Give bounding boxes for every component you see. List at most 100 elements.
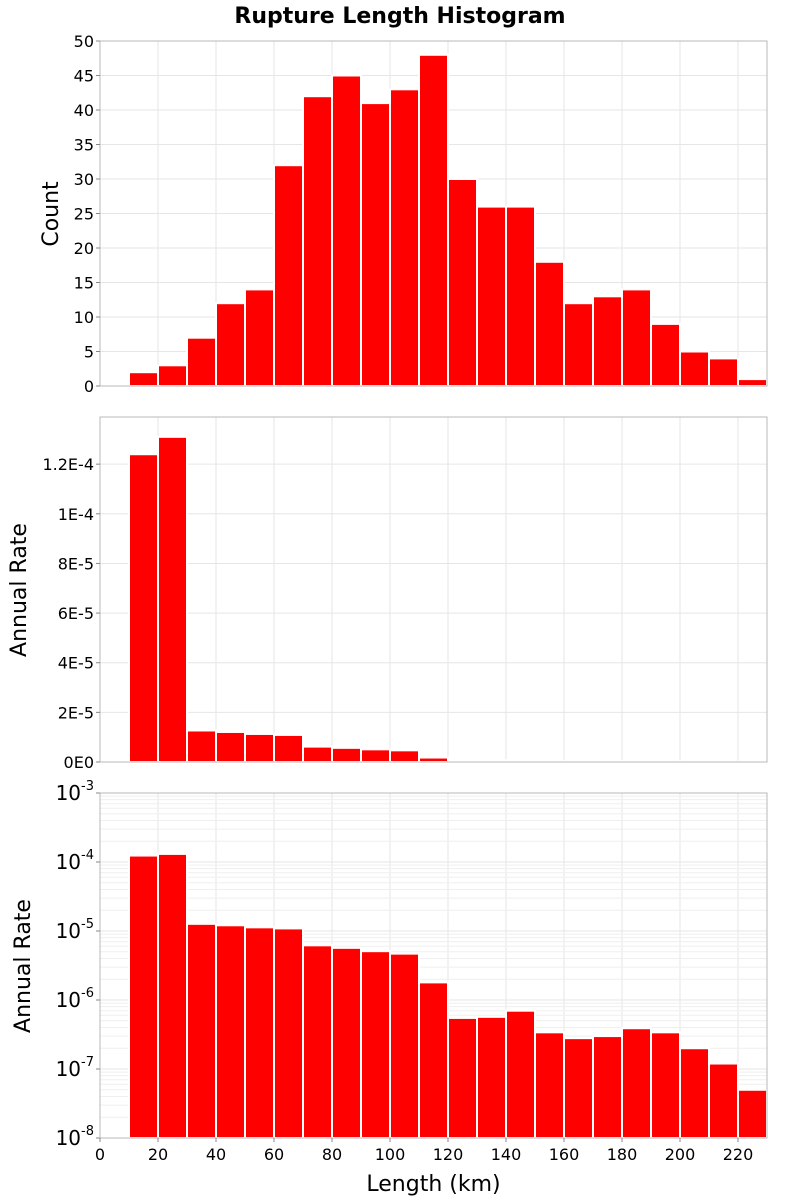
histogram-bar: [505, 205, 536, 387]
y-tick-label: 0: [84, 377, 94, 396]
y-tick-label: 4E-5: [58, 654, 94, 673]
y-tick-label: 1E-4: [58, 505, 94, 524]
x-tick-label: 120: [433, 1145, 464, 1164]
y-tick-label: 1.2E-4: [42, 455, 94, 474]
histogram-bar: [186, 922, 217, 1139]
y-tick-label: 25: [74, 205, 94, 224]
histogram-bar: [679, 350, 710, 387]
histogram-bar: [302, 944, 333, 1139]
y-tick-label: 5: [84, 343, 94, 362]
x-tick-label: 200: [665, 1145, 696, 1164]
histogram-bar: [505, 1009, 536, 1139]
y-tick-label: 20: [74, 239, 94, 258]
histogram-bar: [621, 288, 652, 387]
histogram-bar: [244, 732, 275, 764]
histogram-bar: [389, 749, 420, 764]
annual-rate-linear-panel: 0E0 2E-5 4E-5 6E-5 8E-5 1E-4 1.2E-4 Annual Rate: [7, 416, 768, 772]
y-tick-label: 50: [74, 32, 94, 51]
histogram-bar: [128, 854, 159, 1139]
histogram-bar: [650, 1031, 681, 1140]
y-tick-label: 10: [74, 308, 94, 327]
count-histogram-panel: 0 5 10 15 20 25 30 35 40 45 50 Count: [39, 32, 768, 396]
y-tick-label: 35: [74, 136, 94, 155]
y-tick-label: 0E0: [64, 753, 94, 772]
x-tick-label: 180: [607, 1145, 638, 1164]
histogram-bar: [331, 946, 362, 1139]
x-tick-label: 140: [491, 1145, 522, 1164]
plot-area: [100, 417, 767, 762]
y-tick-label: 10-3: [56, 779, 94, 805]
y-tick-label: 2E-5: [58, 703, 94, 722]
histogram-bar: [360, 950, 391, 1140]
y-axis-label: Annual Rate: [11, 899, 36, 1033]
histogram-bar: [302, 745, 333, 763]
histogram-bar: [389, 88, 420, 388]
plot-frame: [99, 792, 768, 1139]
histogram-bar: [273, 733, 304, 764]
histogram-bar: [621, 1027, 652, 1140]
histogram-bar: [360, 102, 391, 387]
histogram-bar: [186, 729, 217, 763]
histogram-bar: [186, 336, 217, 388]
x-tick-label: 220: [723, 1145, 754, 1164]
y-tick-label: 10-7: [56, 1055, 94, 1081]
histogram-bar: [128, 371, 159, 388]
histogram-bar: [476, 205, 507, 387]
y-tick-label: 6E-5: [58, 604, 94, 623]
x-tick-label: 0: [95, 1145, 105, 1164]
histogram-bar: [157, 364, 188, 387]
y-tick-label: 8E-5: [58, 554, 94, 573]
plot-frame: [99, 416, 768, 763]
x-axis-label: Length (km): [366, 1172, 500, 1197]
histogram-bar: [360, 748, 391, 764]
x-tick-label: 20: [148, 1145, 168, 1164]
y-tick-label: 10-5: [56, 917, 94, 943]
y-tick-label: 30: [74, 170, 94, 189]
x-tick-label: 160: [549, 1145, 580, 1164]
y-tick-label: 15: [74, 274, 94, 293]
histogram-bar: [157, 435, 188, 763]
histogram-bar: [244, 288, 275, 387]
histogram-bar: [331, 746, 362, 764]
histogram-bar: [302, 95, 333, 387]
histogram-bar: [157, 852, 188, 1139]
y-axis-label: Annual Rate: [7, 523, 32, 657]
x-tick-label: 40: [206, 1145, 226, 1164]
histogram-bar: [273, 927, 304, 1139]
histogram-bar: [128, 453, 159, 763]
histogram-bar: [737, 1088, 768, 1140]
histogram-bar: [534, 1031, 565, 1140]
annual-rate-log-panel: 10-8 10-7 10-6 10-5 10-4 10-3 Annual Rate 0 20 40…: [11, 779, 768, 1197]
histogram-bar: [273, 164, 304, 387]
y-tick-label: 40: [74, 101, 94, 120]
x-tick-label: 100: [375, 1145, 406, 1164]
x-tick-label: 80: [322, 1145, 342, 1164]
histogram-bar: [215, 302, 246, 388]
histogram-bar: [737, 378, 768, 388]
histogram-bar: [592, 295, 623, 387]
histogram-bar: [563, 302, 594, 388]
histogram-bar: [418, 756, 449, 763]
histogram-bar: [563, 1037, 594, 1140]
histogram-bar: [592, 1035, 623, 1139]
y-tick-label: 10-6: [56, 986, 94, 1012]
y-axis-label: Count: [39, 181, 64, 247]
y-tick-label: 10-8: [56, 1124, 94, 1150]
histogram-bar: [708, 1062, 739, 1140]
histogram-bar: [534, 260, 565, 387]
histogram-bar: [244, 926, 275, 1139]
histogram-bar: [650, 322, 681, 387]
y-tick-label: 45: [74, 67, 94, 86]
histogram-bar: [215, 924, 246, 1139]
chart-title: Rupture Length Histogram: [234, 4, 565, 29]
histogram-bar: [476, 1015, 507, 1139]
histogram-bar: [447, 178, 478, 387]
histogram-bar: [447, 1016, 478, 1139]
x-tick-label: 60: [264, 1145, 284, 1164]
histogram-bar: [215, 730, 246, 764]
histogram-bar: [389, 952, 420, 1139]
histogram-bar: [708, 357, 739, 387]
histogram-bar: [679, 1047, 710, 1139]
histogram-bar: [418, 981, 449, 1139]
